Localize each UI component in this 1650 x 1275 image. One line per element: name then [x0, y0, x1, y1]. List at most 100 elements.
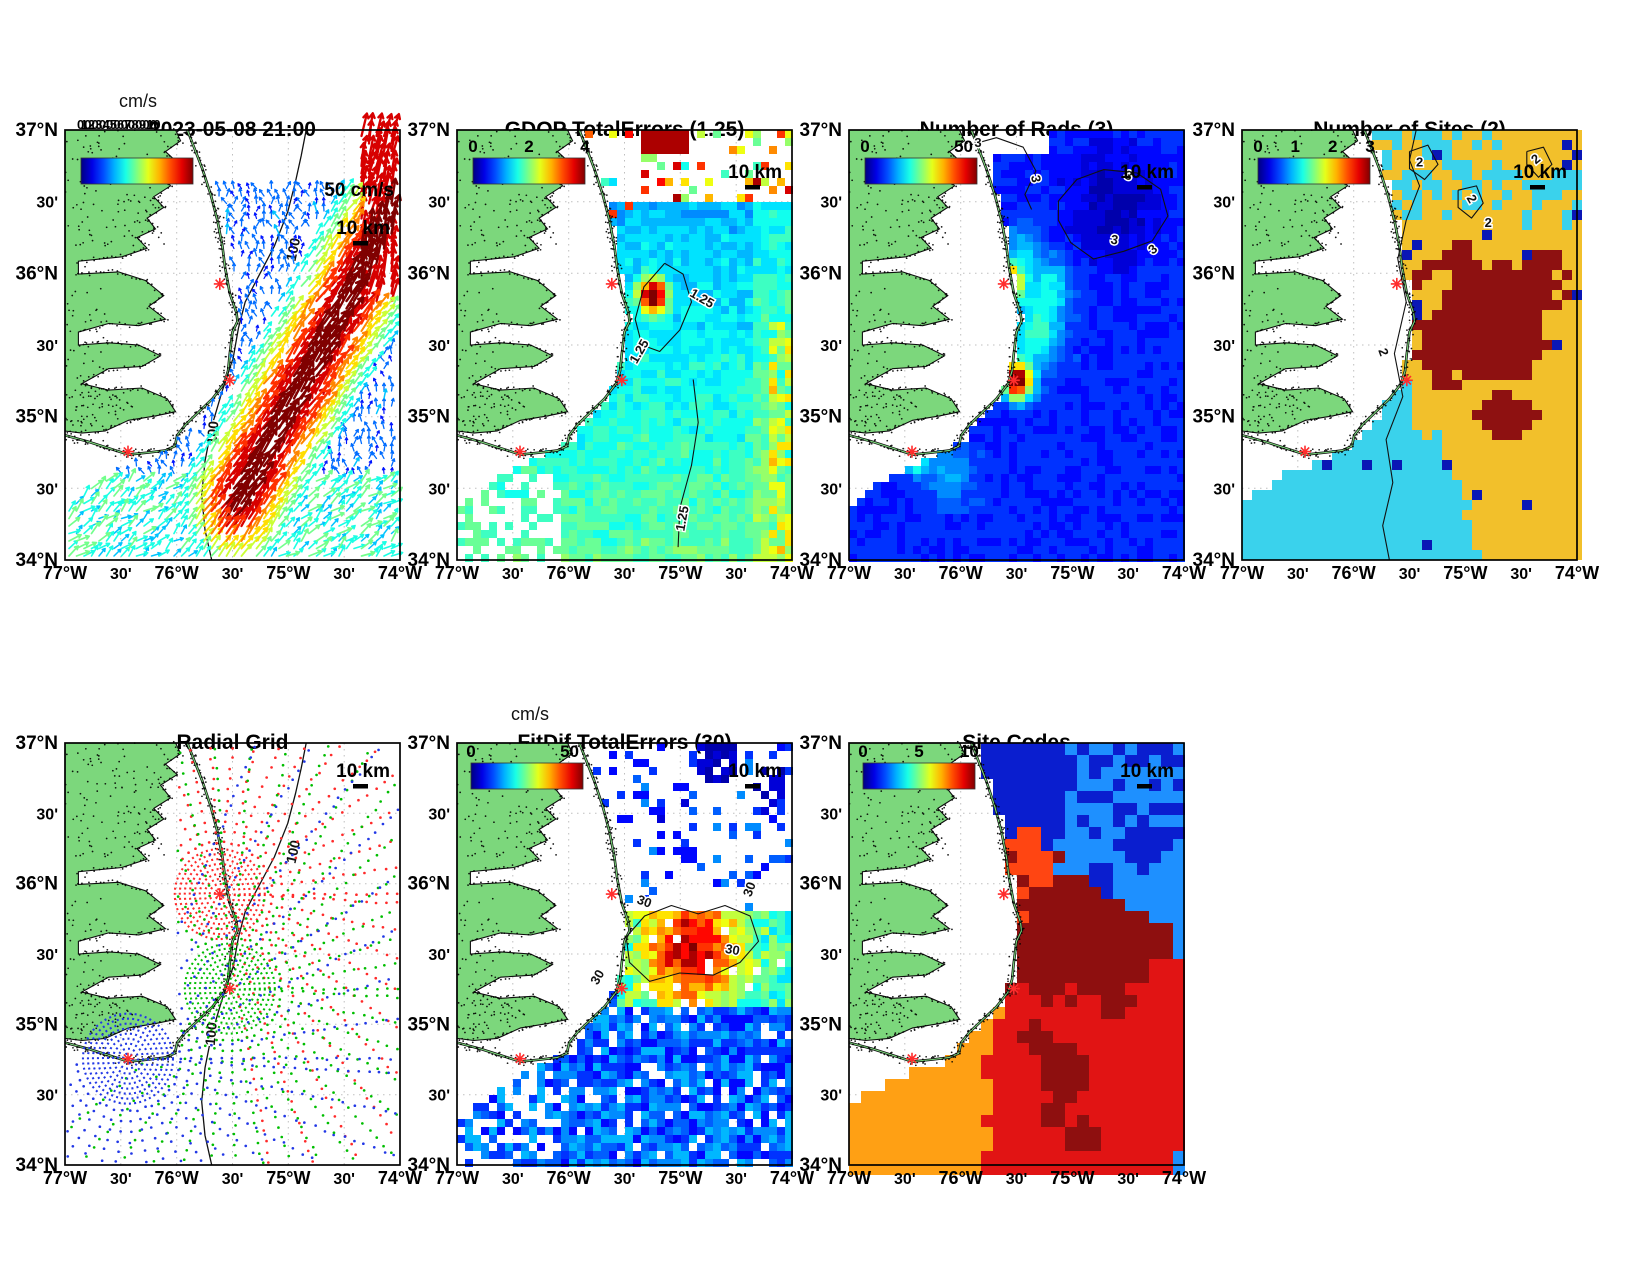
y-tick-label: 30' — [820, 195, 842, 212]
x-tick-label: 76°W — [1332, 563, 1376, 583]
y-tick-label: 30' — [428, 806, 450, 823]
y-tick-label: 35°N — [16, 407, 58, 428]
contour-label: 30 — [740, 880, 759, 899]
x-tick-label: 30' — [1117, 566, 1139, 583]
x-tick-label: 75°W — [658, 563, 702, 583]
scale-annotations: 10 km — [1513, 162, 1567, 190]
field-layer — [68, 112, 404, 557]
y-tick-label: 37°N — [800, 733, 842, 754]
coast-speckles — [1241, 127, 1418, 460]
field-layer — [457, 130, 793, 562]
field-layer — [849, 743, 1185, 1175]
x-tick-label: 30' — [1510, 566, 1532, 583]
panel-radial-grid: Radial Grid 100 100 10 km 37°N 30' 36°N 30' 35°… — [16, 731, 423, 1188]
y-tick-label: 30' — [1213, 481, 1235, 498]
y-tick-label: 34°N — [16, 1155, 58, 1176]
km-scale-label: 10 km — [1120, 761, 1174, 782]
y-tick-label: 35°N — [408, 1014, 450, 1035]
km-scale-label: 10 km — [336, 761, 390, 782]
map-canvas-gdop: 1.251.251.250 2 410 km37°N30'36°N30'35°N30… — [408, 120, 815, 583]
y-tick-label: 37°N — [16, 120, 58, 141]
y-tick-label: 34°N — [408, 550, 450, 571]
axis-tick-labels: 37°N 30' 36°N 30' 35°N 30' 34°N77°W 30' 76°W 30' 7… — [408, 733, 815, 1188]
y-tick-label: 34°N — [16, 550, 58, 571]
x-tick-label: 30' — [894, 1171, 916, 1188]
x-tick-label: 30' — [725, 1171, 747, 1188]
km-scale-bar — [1137, 185, 1152, 190]
y-tick-label: 30' — [1213, 338, 1235, 355]
y-tick-label: 36°N — [16, 874, 58, 895]
map-canvas-sitecodes: 0 5 10 10 km 37°N 30' 36°N 30' 35°N 30' 34°N77°W 30… — [800, 733, 1207, 1188]
colorbar-tick-labels-garbled: 0 10 20 30 40 50 60 70 80 90 100 — [77, 117, 161, 132]
radar-site-markers — [122, 277, 236, 458]
colorbar-units-label: cm/s — [511, 704, 549, 724]
x-tick-label: 75°W — [658, 1168, 702, 1188]
axis-tick-labels: 37°N 30' 36°N 30' 35°N 30' 34°N77°W 30' 76°W 30' 7… — [1193, 120, 1600, 583]
x-tick-label: 30' — [1287, 566, 1309, 583]
contour-label: 1.25 — [672, 505, 691, 533]
field-layer — [849, 130, 1185, 562]
y-tick-label: 30' — [428, 947, 450, 964]
y-tick-label: 30' — [36, 947, 58, 964]
y-tick-label: 30' — [36, 195, 58, 212]
site-marker-icon — [605, 277, 618, 290]
land-layer — [64, 740, 241, 1067]
y-tick-label: 34°N — [408, 1155, 450, 1176]
km-scale-bar — [745, 185, 760, 190]
map-canvas-fitdif: 30 30 30 30 0 50 10 km 37°N 30' 36°N 30' 35°N 30' 34°… — [408, 733, 815, 1188]
land-layer — [456, 127, 633, 460]
colorbar-tick-label: 1 — [1291, 137, 1300, 156]
scale-annotations: 10 km — [1120, 162, 1174, 190]
colorbar: 0 2 4 — [468, 137, 590, 185]
field-layer — [1242, 130, 1582, 560]
km-scale-bar — [1530, 185, 1545, 190]
radial-dots-site-south — [66, 745, 400, 1164]
land-layer — [456, 740, 633, 1067]
map-canvas-radialgrid: 100 100 10 km 37°N 30' 36°N 30' 35°N 30' 34°N77°W… — [16, 733, 423, 1188]
x-tick-label: 30' — [1006, 566, 1028, 583]
y-tick-label: 30' — [820, 481, 842, 498]
contour-label: 2 — [1416, 155, 1423, 170]
contour-label: 30 — [635, 892, 654, 911]
y-tick-label: 36°N — [800, 263, 842, 284]
x-tick-label: 77°W — [827, 563, 871, 583]
site-marker-icon — [122, 1052, 134, 1065]
field-layer — [457, 743, 793, 1167]
x-tick-label: 75°W — [1050, 563, 1094, 583]
x-tick-label: 30' — [502, 566, 524, 583]
x-tick-label: 76°W — [939, 563, 983, 583]
x-tick-label: 30' — [110, 1171, 132, 1188]
x-tick-label: 74°W — [1555, 563, 1599, 583]
colorbar-tick-label: 2 — [524, 137, 533, 156]
site-marker-icon — [514, 445, 526, 458]
land-layer — [64, 127, 241, 460]
y-tick-label: 36°N — [16, 263, 58, 284]
y-tick-label: 37°N — [16, 733, 58, 754]
radial-dots-site-middle — [70, 745, 400, 1164]
x-tick-label: 74°W — [1162, 563, 1206, 583]
colorbar-tick-label: 0 — [1253, 137, 1262, 156]
panel-surface-currents: 2023-05-08 21:00 cm/s 0 10 20 30 40 50 6… — [16, 91, 423, 583]
contour-label: 3 — [974, 135, 981, 150]
km-scale-label: 10 km — [728, 761, 782, 782]
x-tick-label: 30' — [725, 566, 747, 583]
y-tick-label: 30' — [1213, 195, 1235, 212]
colorbar-tick-label: 50 — [560, 742, 579, 761]
y-tick-label: 34°N — [800, 1155, 842, 1176]
y-tick-label: 34°N — [800, 550, 842, 571]
y-tick-label: 36°N — [800, 874, 842, 895]
y-tick-label: 30' — [428, 1088, 450, 1105]
panel-fitdif-total-errors: FitDif TotalErrors (30) cm/s 30 30 30 30 0 50… — [408, 704, 815, 1188]
x-tick-label: 77°W — [43, 1168, 87, 1188]
site-marker-icon — [997, 888, 1010, 901]
site-marker-icon — [213, 888, 226, 901]
site-marker-icon — [1390, 277, 1403, 290]
coast-speckles — [456, 127, 633, 460]
y-tick-label: 37°N — [408, 120, 450, 141]
scale-annotations: 10 km — [728, 761, 782, 789]
x-tick-label: 74°W — [378, 563, 422, 583]
site-marker-icon — [906, 1052, 918, 1065]
radar-site-markers — [906, 277, 1020, 458]
scale-annotations: 10 km — [728, 162, 782, 190]
